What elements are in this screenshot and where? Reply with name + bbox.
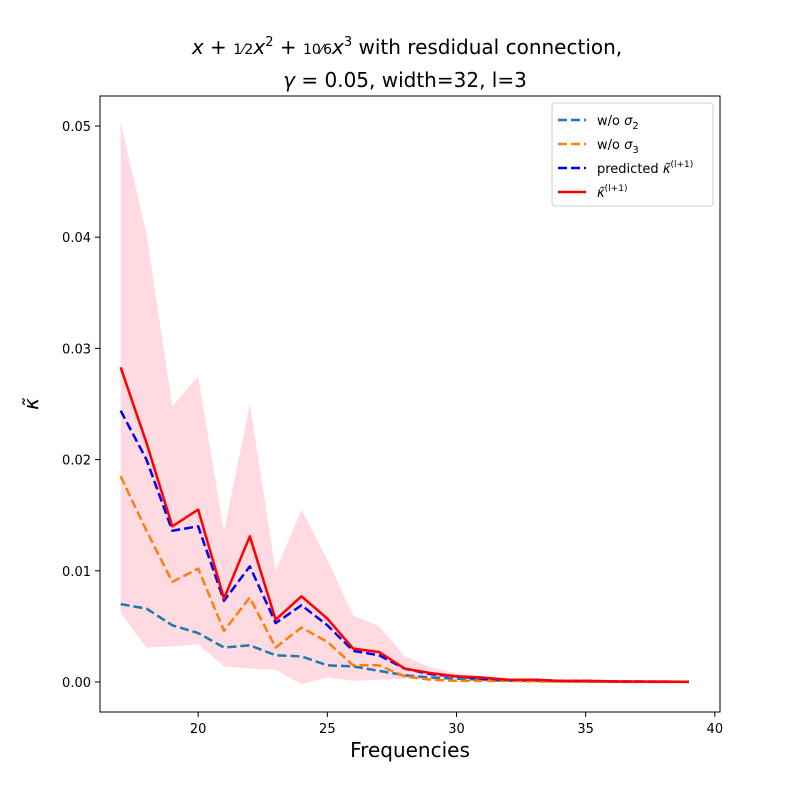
confidence-band-layer <box>120 122 690 685</box>
x-tick-label: 25 <box>319 722 336 737</box>
chart-title-line-2: γ = 0.05, width=32, l=3 <box>283 68 527 92</box>
chart-title-line-1: x + 1⁄2x2 + 10⁄6x3 with resdidual connec… <box>191 35 622 59</box>
y-tick-label: 0.00 <box>62 676 91 691</box>
legend-label-4: κ̃(l+1) <box>597 184 627 201</box>
y-tick-label: 0.02 <box>62 454 91 469</box>
x-axis-label: Frequencies <box>350 738 470 762</box>
y-axis-label: κ̃ <box>19 397 43 410</box>
x-axis-ticks: 20 25 30 35 40 <box>190 712 723 737</box>
plot-frame <box>99 95 721 713</box>
x-tick-label: 30 <box>448 722 465 737</box>
legend-label-1: w/o σ2 <box>597 114 639 132</box>
legend: w/o σ2 w/o σ3 predicted κ̃(l+1) κ̃(l+1) <box>551 102 714 207</box>
series-layer <box>119 366 690 684</box>
y-tick-label: 0.05 <box>62 120 91 135</box>
y-tick-label: 0.01 <box>62 565 91 580</box>
y-tick-label: 0.04 <box>62 231 91 246</box>
x-tick-label: 35 <box>577 722 594 737</box>
x-tick-label: 20 <box>190 722 207 737</box>
series-line-4 <box>119 366 690 684</box>
y-tick-label: 0.03 <box>62 342 91 357</box>
legend-box <box>551 102 714 207</box>
x-tick-label: 40 <box>707 722 724 737</box>
confidence-band <box>120 122 690 685</box>
legend-label-2: w/o σ3 <box>597 138 639 156</box>
legend-label-3: predicted κ̃(l+1) <box>597 160 693 177</box>
y-axis-ticks: 0.00 0.01 0.02 0.03 0.04 0.05 <box>62 120 100 691</box>
